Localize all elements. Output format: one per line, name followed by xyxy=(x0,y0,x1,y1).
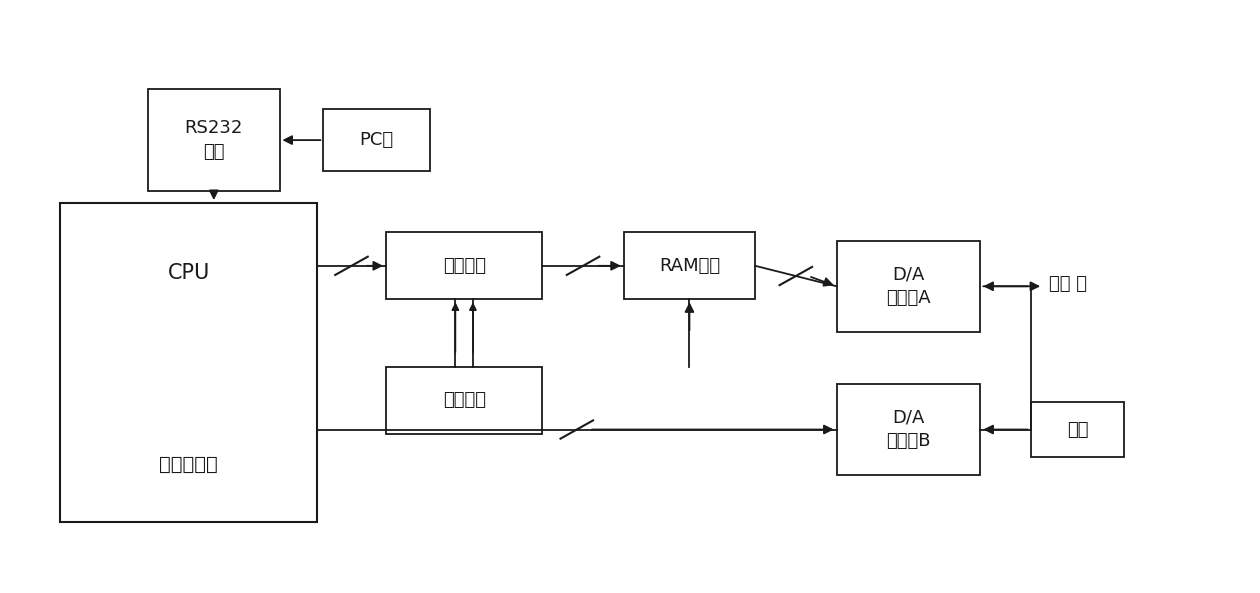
Text: D/A
转换器B: D/A 转换器B xyxy=(886,409,931,450)
FancyBboxPatch shape xyxy=(624,232,755,299)
Text: D/A
转换器A: D/A 转换器A xyxy=(886,266,931,307)
Text: PC机: PC机 xyxy=(359,131,393,149)
FancyBboxPatch shape xyxy=(386,366,542,434)
FancyBboxPatch shape xyxy=(837,384,980,475)
FancyBboxPatch shape xyxy=(149,89,280,192)
Text: 中央处理器: 中央处理器 xyxy=(160,455,218,474)
FancyBboxPatch shape xyxy=(60,203,318,522)
Text: RS232
接口: RS232 接口 xyxy=(185,119,243,161)
Text: 晶振电路: 晶振电路 xyxy=(442,391,485,409)
Text: 输出 ～: 输出 ～ xyxy=(1050,275,1087,292)
Text: RAM单元: RAM单元 xyxy=(659,257,719,275)
FancyBboxPatch shape xyxy=(324,109,430,171)
FancyBboxPatch shape xyxy=(837,241,980,331)
FancyBboxPatch shape xyxy=(1031,401,1124,457)
FancyBboxPatch shape xyxy=(386,232,542,299)
Text: 扫描电路: 扫描电路 xyxy=(442,257,485,275)
Text: 基准: 基准 xyxy=(1067,420,1089,438)
Text: CPU: CPU xyxy=(168,263,210,283)
